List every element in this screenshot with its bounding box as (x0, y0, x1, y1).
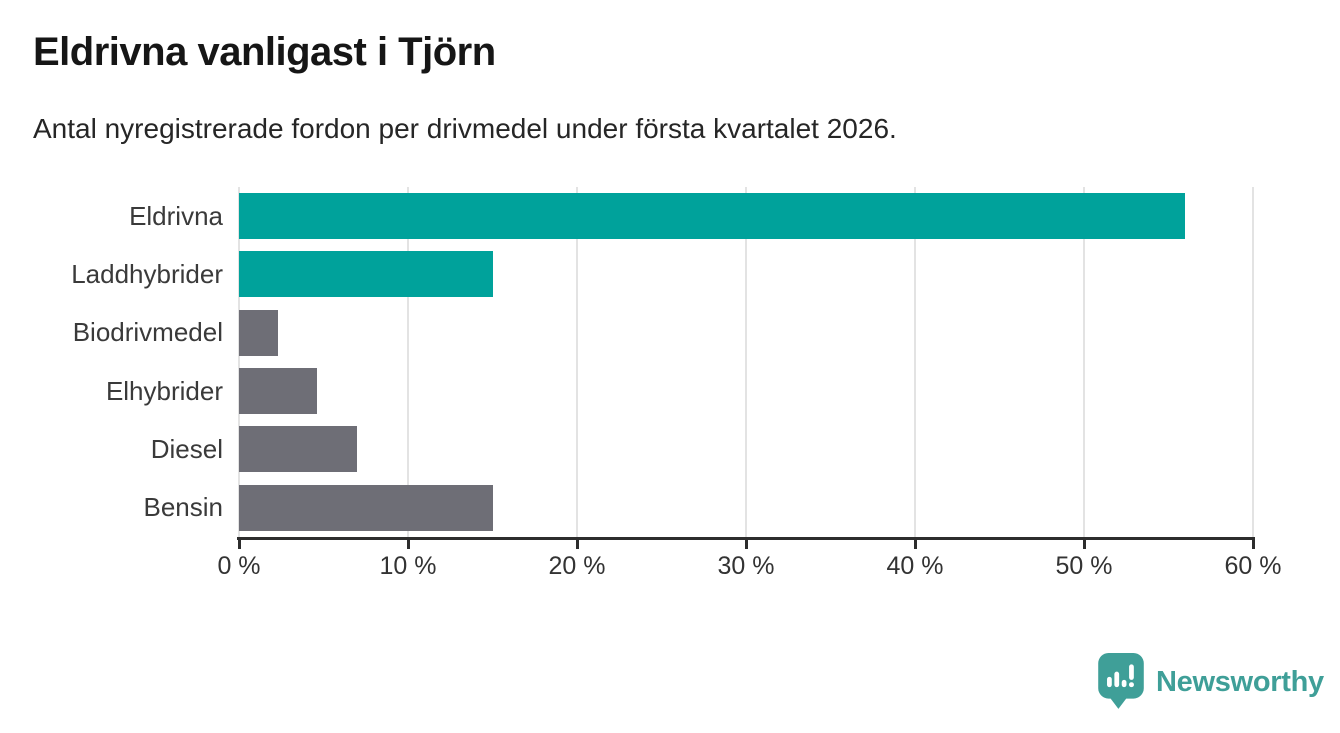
bar-bensin (239, 484, 493, 531)
chart-row-laddhybrider: Laddhybrider (0, 245, 1253, 303)
newsworthy-speech-bubble-barchart-icon (1098, 653, 1144, 709)
category-label-elhybrider: Elhybrider (105, 375, 223, 406)
axis-tick-60 (1251, 540, 1255, 549)
tick-label-50: 50 % (1055, 552, 1113, 580)
chart-row-elhybrider: Elhybrider (0, 362, 1253, 420)
bar-track (239, 187, 1253, 245)
newsworthy-logo[interactable]: Newsworthy (1098, 653, 1324, 711)
chart-subtitle: Antal nyregistrerade fordon per drivmede… (33, 113, 897, 144)
bar-track (239, 479, 1253, 537)
bar-track (239, 245, 1253, 303)
gridline-50 (1083, 187, 1085, 537)
bar-diesel (239, 426, 358, 473)
x-axis-line (237, 537, 1255, 552)
category-label-biodrivmedel: Biodrivmedel (72, 317, 223, 348)
chart-title: Eldrivna vanligast i Tjörn (33, 30, 496, 74)
bar-elhybrider (239, 368, 317, 415)
gridline-20 (576, 187, 578, 537)
axis-tick-40 (913, 540, 917, 549)
gridline-40 (914, 187, 916, 537)
bar-track (239, 304, 1253, 362)
axis-tick-30 (744, 540, 748, 549)
category-label-diesel: Diesel (150, 433, 223, 464)
axis-tick-50 (1082, 540, 1086, 549)
axis-tick-10 (406, 540, 410, 549)
axis-tick-0 (237, 540, 241, 549)
chart-row-bensin: Bensin (0, 479, 1253, 537)
category-label-bensin: Bensin (143, 492, 224, 523)
category-label-laddhybrider: Laddhybrider (71, 258, 223, 289)
chart-row-eldrivna: Eldrivna (0, 187, 1253, 245)
x-axis-tick-labels: 0 % 10 % 20 % 30 % 40 % 50 % 60 % (217, 552, 1281, 588)
bar-chart: Eldrivna Laddhybrider Biodrivmedel Elhybrid… (0, 187, 1340, 580)
gridline-30 (745, 187, 747, 537)
gridline-60 (1252, 187, 1254, 537)
tick-label-10: 10 % (379, 552, 437, 580)
bar-eldrivna (239, 193, 1186, 240)
chart-row-biodrivmedel: Biodrivmedel (0, 304, 1253, 362)
gridline-0 (238, 187, 240, 537)
brand-name: Newsworthy (1156, 665, 1324, 698)
tick-label-20: 20 % (548, 552, 606, 580)
bar-track (239, 420, 1253, 478)
bar-rows: Eldrivna Laddhybrider Biodrivmedel Elhybrid… (0, 187, 1253, 537)
tick-label-40: 40 % (886, 552, 944, 580)
tick-label-60: 60 % (1224, 552, 1282, 580)
gridline-10 (407, 187, 409, 537)
plot-area (238, 187, 1254, 537)
axis-tick-20 (575, 540, 579, 549)
tick-label-30: 30 % (717, 552, 775, 580)
chart-row-diesel: Diesel (0, 420, 1253, 478)
tick-label-0: 0 % (217, 552, 261, 580)
category-label-eldrivna: Eldrivna (129, 200, 223, 231)
bar-biodrivmedel (239, 309, 278, 356)
bar-laddhybrider (239, 251, 493, 298)
bar-track (239, 362, 1253, 420)
